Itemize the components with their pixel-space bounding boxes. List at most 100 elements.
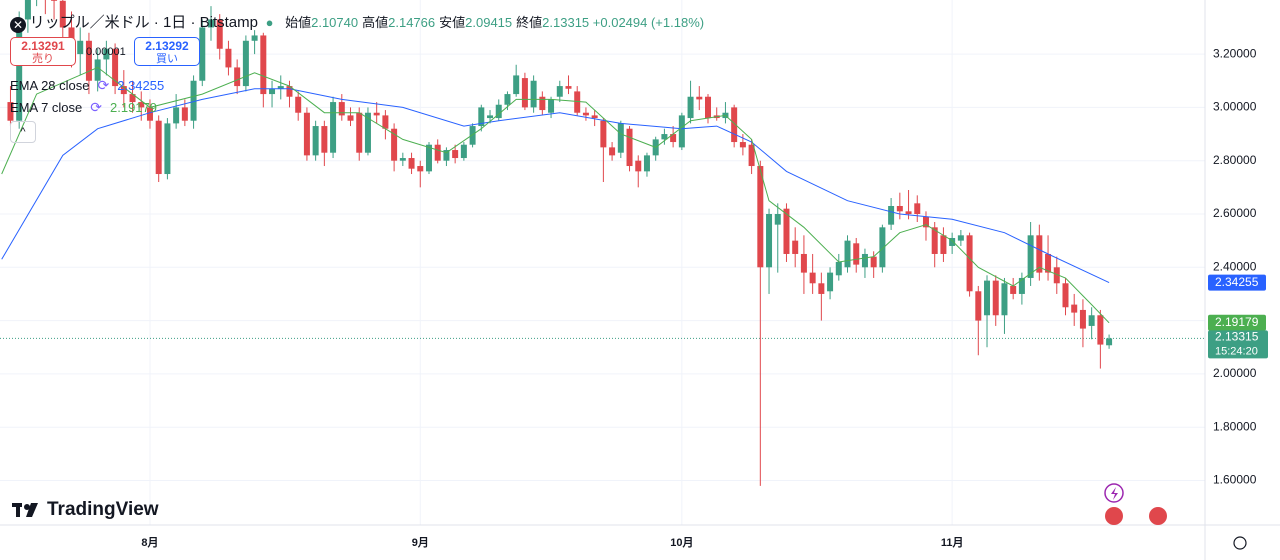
legend-entry: EMA 7 close ⟳ 2.19179 xyxy=(10,99,157,116)
x-tick-label: 8月 xyxy=(141,536,158,549)
legend-value: 2.19179 xyxy=(110,100,157,115)
settings-icon[interactable] xyxy=(1233,536,1247,550)
candle-body xyxy=(312,126,319,156)
y-tick-label: 2.80000 xyxy=(1213,153,1257,167)
candle-body xyxy=(809,272,816,284)
candle-body xyxy=(949,237,956,246)
candle-body xyxy=(391,128,398,161)
candle-body xyxy=(521,78,528,108)
candle-body xyxy=(277,86,284,89)
candle-body xyxy=(164,123,171,175)
price-label: 2.19179 xyxy=(1215,315,1259,329)
candle-body xyxy=(705,96,712,119)
candle-body xyxy=(452,150,459,159)
candle-body xyxy=(251,35,258,41)
ema-line xyxy=(1,88,1110,284)
candle-body xyxy=(443,150,450,161)
candle-body xyxy=(1018,277,1025,294)
legend-entry: EMA 28 close ⟳ 2.34255 xyxy=(10,77,164,94)
candle-body xyxy=(199,27,206,81)
candle-body xyxy=(905,211,912,214)
candle-body xyxy=(635,160,642,172)
spread: 0.00001 xyxy=(86,46,126,58)
candle-body xyxy=(504,94,511,105)
logo-mark xyxy=(12,503,38,517)
candle-body xyxy=(731,107,738,143)
candle-body xyxy=(896,206,903,212)
candle-body xyxy=(774,213,781,225)
candle-body xyxy=(399,158,406,161)
event-icon[interactable] xyxy=(1149,507,1167,525)
y-tick-label: 3.20000 xyxy=(1213,46,1257,60)
event-icon[interactable] xyxy=(1105,507,1123,525)
candle-body xyxy=(1001,283,1008,316)
price-label-bg xyxy=(1208,330,1268,359)
candle-body xyxy=(626,128,633,167)
candle-body xyxy=(888,206,895,225)
candle-body xyxy=(818,283,825,294)
candle-body xyxy=(687,96,694,119)
candle-body xyxy=(321,126,328,153)
ohlc-name: 高値 xyxy=(362,15,389,30)
candle-body xyxy=(1027,235,1034,278)
candle-body xyxy=(792,240,799,254)
sell-label: 売り xyxy=(32,53,54,65)
event-icon-bolt xyxy=(1111,487,1118,500)
candle-body xyxy=(591,115,598,119)
candle-body xyxy=(975,291,982,321)
candle-body xyxy=(146,107,153,121)
candle-body xyxy=(425,144,432,172)
candle-body xyxy=(155,120,162,175)
candle-body xyxy=(853,243,860,265)
candle-body xyxy=(835,261,842,276)
candle-body xyxy=(609,147,616,156)
candle-body xyxy=(783,208,790,254)
x-tick-label: 9月 xyxy=(412,536,429,549)
candle-body xyxy=(1010,285,1017,294)
candle-body xyxy=(678,115,685,148)
candle-body xyxy=(112,48,119,87)
candle-body xyxy=(181,107,188,121)
ohlc-value: 2.10740 xyxy=(311,15,359,30)
candle-body xyxy=(1053,267,1060,284)
candle-body xyxy=(260,35,267,95)
candle-body xyxy=(966,235,973,292)
candle-body xyxy=(347,115,354,121)
candle-body xyxy=(51,0,58,1)
candle-body xyxy=(190,80,197,121)
ohlc-value: 2.09415 xyxy=(465,15,513,30)
ohlc-value: 2.14766 xyxy=(388,15,436,30)
candle-body xyxy=(827,272,834,292)
candle-body xyxy=(373,112,380,116)
countdown: 15:24:20 xyxy=(1215,345,1258,357)
candle-body xyxy=(242,40,249,87)
candle-body xyxy=(1088,315,1095,326)
candle-body xyxy=(984,280,991,316)
candle-body xyxy=(478,107,485,127)
candle-body xyxy=(173,107,180,124)
candle-body xyxy=(330,102,337,153)
buy-button[interactable]: 2.13292 買い xyxy=(134,37,200,66)
candle-body xyxy=(1071,304,1078,313)
candle-body xyxy=(539,96,546,111)
candle-body xyxy=(617,123,624,153)
collapse-button[interactable]: ^ xyxy=(10,121,36,143)
legend-name: EMA 7 close xyxy=(10,100,83,115)
sell-button[interactable]: 2.13291 売り xyxy=(10,37,76,66)
candle-body xyxy=(530,80,537,108)
candle-body xyxy=(408,158,415,169)
candle-body xyxy=(129,94,136,103)
candle-body xyxy=(548,99,555,113)
candle-body xyxy=(269,88,276,95)
buy-label: 買い xyxy=(156,53,178,65)
logo-text: TradingView xyxy=(47,499,159,520)
ema-line xyxy=(1,66,1110,324)
buy-price: 2.13292 xyxy=(145,39,189,53)
candle-body xyxy=(670,134,677,143)
y-tick-label: 3.00000 xyxy=(1213,100,1257,114)
candle-body xyxy=(922,216,929,228)
candle-body xyxy=(931,227,938,254)
candle-body xyxy=(417,166,424,172)
plot-area xyxy=(1,0,1113,486)
